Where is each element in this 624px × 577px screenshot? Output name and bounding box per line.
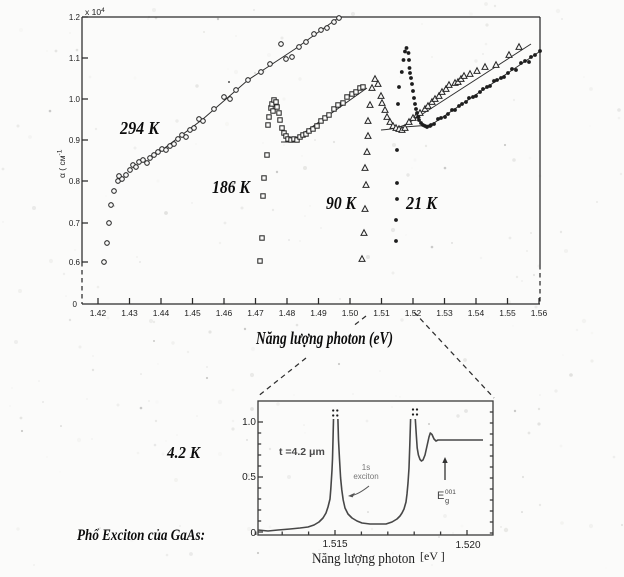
svg-text:1.520: 1.520 [455, 540, 480, 551]
svg-text:90 K: 90 K [326, 193, 358, 213]
svg-text:g: g [445, 496, 449, 505]
svg-text:1.48: 1.48 [279, 308, 296, 318]
svg-text:exciton: exciton [353, 472, 378, 481]
svg-text:[eV ]: [eV ] [420, 549, 445, 563]
svg-text:1.52: 1.52 [405, 308, 422, 318]
svg-text:x 104: x 104 [85, 7, 105, 17]
svg-text:1.54: 1.54 [468, 308, 485, 318]
svg-text:0.8: 0.8 [69, 177, 81, 186]
svg-text:0.5: 0.5 [242, 472, 256, 483]
svg-text:Phổ Exciton của GaAs:: Phổ Exciton của GaAs: [76, 527, 205, 544]
svg-text:1.43: 1.43 [121, 308, 138, 318]
svg-text:1.1: 1.1 [69, 54, 81, 63]
svg-text:21 K: 21 K [405, 193, 439, 213]
svg-text:1.0: 1.0 [69, 95, 81, 104]
svg-text:1.49: 1.49 [310, 308, 327, 318]
svg-text:1.55: 1.55 [499, 308, 516, 318]
svg-text:1.53: 1.53 [436, 308, 453, 318]
svg-text:Năng lượng photon: Năng lượng photon [312, 551, 415, 567]
svg-text:001: 001 [445, 489, 456, 496]
svg-text:t =4.2 μm: t =4.2 μm [279, 446, 325, 458]
svg-text:0.7: 0.7 [69, 219, 81, 228]
svg-text:1s: 1s [362, 463, 370, 472]
svg-text:0: 0 [73, 300, 78, 309]
svg-text:0: 0 [250, 528, 256, 539]
svg-text:E: E [437, 490, 444, 502]
svg-text:294 K: 294 K [119, 118, 161, 138]
svg-text:α ( cм-1: α ( cм-1 [57, 149, 68, 178]
svg-text:Năng lượng photon (eV): Năng lượng photon (eV) [255, 328, 393, 349]
svg-text:1.50: 1.50 [342, 308, 359, 318]
svg-text:186 K: 186 K [212, 177, 252, 197]
svg-text:1.44: 1.44 [153, 308, 170, 318]
svg-text:1.0: 1.0 [242, 417, 256, 428]
svg-text:1.47: 1.47 [247, 308, 264, 318]
svg-text:1.515: 1.515 [322, 539, 347, 550]
svg-text:1.45: 1.45 [184, 308, 201, 318]
svg-text:1.51: 1.51 [373, 308, 390, 318]
svg-text:1.56: 1.56 [531, 308, 548, 318]
svg-text:1.42: 1.42 [90, 308, 107, 318]
svg-text:0.6: 0.6 [69, 258, 81, 267]
svg-text:1.2: 1.2 [69, 13, 81, 22]
svg-text:1.46: 1.46 [216, 308, 233, 318]
svg-text:4.2 K: 4.2 K [166, 443, 201, 462]
svg-text:0.9: 0.9 [69, 136, 81, 145]
